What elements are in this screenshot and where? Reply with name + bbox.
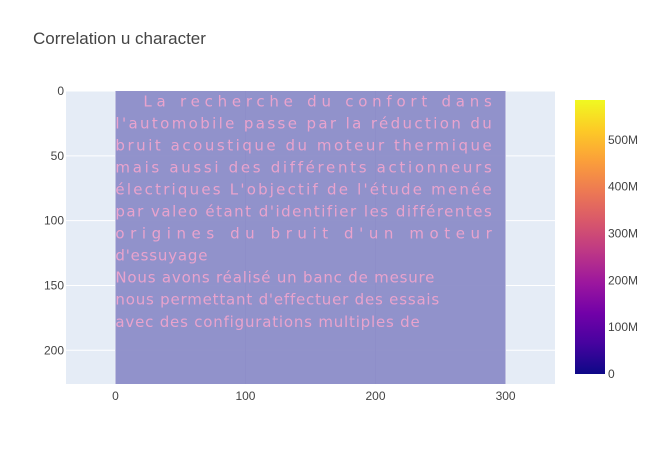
image-text-layer: La recherche du confort dansl'automobile… [115, 92, 492, 331]
y-tick-label: 50 [51, 149, 65, 163]
image-heatmap [115, 91, 506, 384]
colorbar-tick-label: 400M [608, 180, 638, 194]
x-tick-label: 200 [366, 389, 386, 403]
image-text-line: avec des configurations multiples de [115, 313, 420, 331]
image-text-line: nous permettant d'effectuer des essais [115, 291, 440, 309]
x-tick-label: 300 [496, 389, 516, 403]
chart-title: Correlation u character [33, 29, 206, 48]
image-text-line: électriques L'objectif de l'étude menée [115, 181, 492, 199]
colorbar-tick-label: 0 [608, 367, 615, 381]
colorbar-tick-label: 200M [608, 273, 638, 287]
image-text-line: l'automobile passe par la réduction du [115, 114, 492, 132]
colorbar-tick-label: 100M [608, 320, 638, 334]
y-tick-label: 0 [57, 84, 64, 98]
image-text-line: bruit acoustique du moteur thermique [115, 136, 492, 154]
x-axis-ticks: 0 100 200 300 [112, 389, 516, 403]
image-text-line: d'essuyage [115, 247, 208, 265]
image-text-line: par valeo étant d'identifier les différe… [115, 203, 492, 221]
x-tick-label: 100 [235, 389, 255, 403]
y-tick-label: 200 [44, 343, 64, 357]
x-tick-label: 0 [112, 389, 119, 403]
image-text-line: Nous avons réalisé un banc de mesure [115, 269, 435, 287]
y-axis-ticks: 0 50 100 150 200 [44, 84, 64, 357]
colorbar [575, 100, 605, 374]
y-tick-label: 150 [44, 278, 64, 292]
colorbar-tick-label: 300M [608, 226, 638, 240]
colorbar-tick-label: 500M [608, 133, 638, 147]
colorbar-ticks: 0 100M 200M 300M 400M 500M [608, 133, 638, 381]
y-tick-label: 100 [44, 214, 64, 228]
